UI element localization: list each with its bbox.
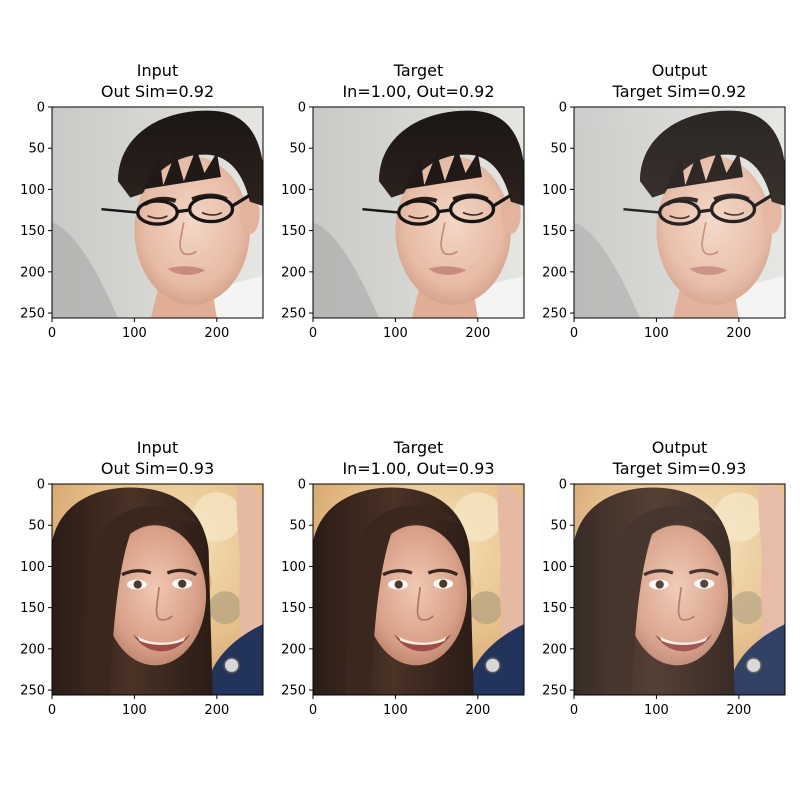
axes-frame xyxy=(312,483,525,696)
panel-subtitle: In=1.00, Out=0.93 xyxy=(342,459,494,478)
x-tick-label: 0 xyxy=(309,703,317,718)
face-woman-smiling-output-image xyxy=(574,484,785,695)
x-tick-label: 0 xyxy=(48,703,56,718)
axes-frame xyxy=(573,106,786,319)
y-tick-label: 100 xyxy=(20,183,45,198)
y-tick-label: 150 xyxy=(20,601,45,616)
y-tick-label: 250 xyxy=(281,307,306,322)
x-tick-label: 100 xyxy=(383,326,408,341)
x-tick-label: 100 xyxy=(122,326,147,341)
panel-subtitle: In=1.00, Out=0.92 xyxy=(342,82,494,101)
panel-subtitle: Target Sim=0.92 xyxy=(612,82,747,101)
x-tick-label: 0 xyxy=(570,326,578,341)
y-tick-label: 250 xyxy=(20,684,45,699)
axes-frame xyxy=(573,483,786,696)
y-tick-label: 250 xyxy=(20,307,45,322)
y-tick-label: 50 xyxy=(28,142,45,157)
y-tick-label: 100 xyxy=(542,560,567,575)
y-tick-label: 250 xyxy=(281,684,306,699)
x-tick-label: 100 xyxy=(644,326,669,341)
x-tick-label: 100 xyxy=(644,703,669,718)
y-tick-label: 200 xyxy=(20,642,45,657)
face-man-glasses-input-image xyxy=(52,107,264,318)
y-tick-label: 200 xyxy=(20,265,45,280)
panel-title: Target xyxy=(393,438,444,457)
panel-title: Input xyxy=(137,438,178,457)
panel-subtitle: Out Sim=0.93 xyxy=(101,459,214,478)
y-tick-label: 0 xyxy=(37,101,45,116)
y-tick-label: 50 xyxy=(289,142,306,157)
y-tick-label: 200 xyxy=(542,642,567,657)
axes-frame xyxy=(51,106,264,319)
y-tick-label: 250 xyxy=(542,684,567,699)
face-man-glasses-target-image xyxy=(313,107,525,318)
face-man-glasses-output-image xyxy=(574,107,786,318)
y-tick-label: 100 xyxy=(281,183,306,198)
x-tick-label: 200 xyxy=(204,703,229,718)
x-tick-label: 200 xyxy=(204,326,229,341)
y-tick-label: 0 xyxy=(298,101,306,116)
y-tick-label: 100 xyxy=(281,560,306,575)
axes-frame xyxy=(51,483,264,696)
y-tick-label: 100 xyxy=(20,560,45,575)
y-tick-label: 0 xyxy=(37,478,45,493)
face-woman-smiling-input-image xyxy=(52,484,263,695)
y-tick-label: 200 xyxy=(542,265,567,280)
y-tick-label: 50 xyxy=(550,519,567,534)
panel-title: Target xyxy=(393,61,444,80)
x-tick-label: 200 xyxy=(726,326,751,341)
y-tick-label: 0 xyxy=(298,478,306,493)
x-tick-label: 200 xyxy=(726,703,751,718)
y-tick-label: 250 xyxy=(542,307,567,322)
y-tick-label: 200 xyxy=(281,265,306,280)
x-tick-label: 100 xyxy=(122,703,147,718)
x-tick-label: 100 xyxy=(383,703,408,718)
panel-title: Output xyxy=(652,61,708,80)
face-woman-smiling-target-image xyxy=(313,484,524,695)
x-tick-label: 0 xyxy=(309,326,317,341)
y-tick-label: 100 xyxy=(542,183,567,198)
x-tick-label: 200 xyxy=(465,326,490,341)
y-tick-label: 200 xyxy=(281,642,306,657)
panel-subtitle: Target Sim=0.93 xyxy=(612,459,747,478)
y-tick-label: 150 xyxy=(281,224,306,239)
x-tick-label: 0 xyxy=(48,326,56,341)
y-tick-label: 0 xyxy=(559,101,567,116)
axes-frame xyxy=(312,106,525,319)
panel-title: Input xyxy=(137,61,178,80)
y-tick-label: 150 xyxy=(542,224,567,239)
panel-subtitle: Out Sim=0.92 xyxy=(101,82,214,101)
y-tick-label: 150 xyxy=(20,224,45,239)
panel-title: Output xyxy=(652,438,708,457)
x-tick-label: 200 xyxy=(465,703,490,718)
y-tick-label: 50 xyxy=(550,142,567,157)
y-tick-label: 50 xyxy=(289,519,306,534)
x-tick-label: 0 xyxy=(570,703,578,718)
y-tick-label: 150 xyxy=(542,601,567,616)
y-tick-label: 50 xyxy=(28,519,45,534)
y-tick-label: 0 xyxy=(559,478,567,493)
y-tick-label: 150 xyxy=(281,601,306,616)
